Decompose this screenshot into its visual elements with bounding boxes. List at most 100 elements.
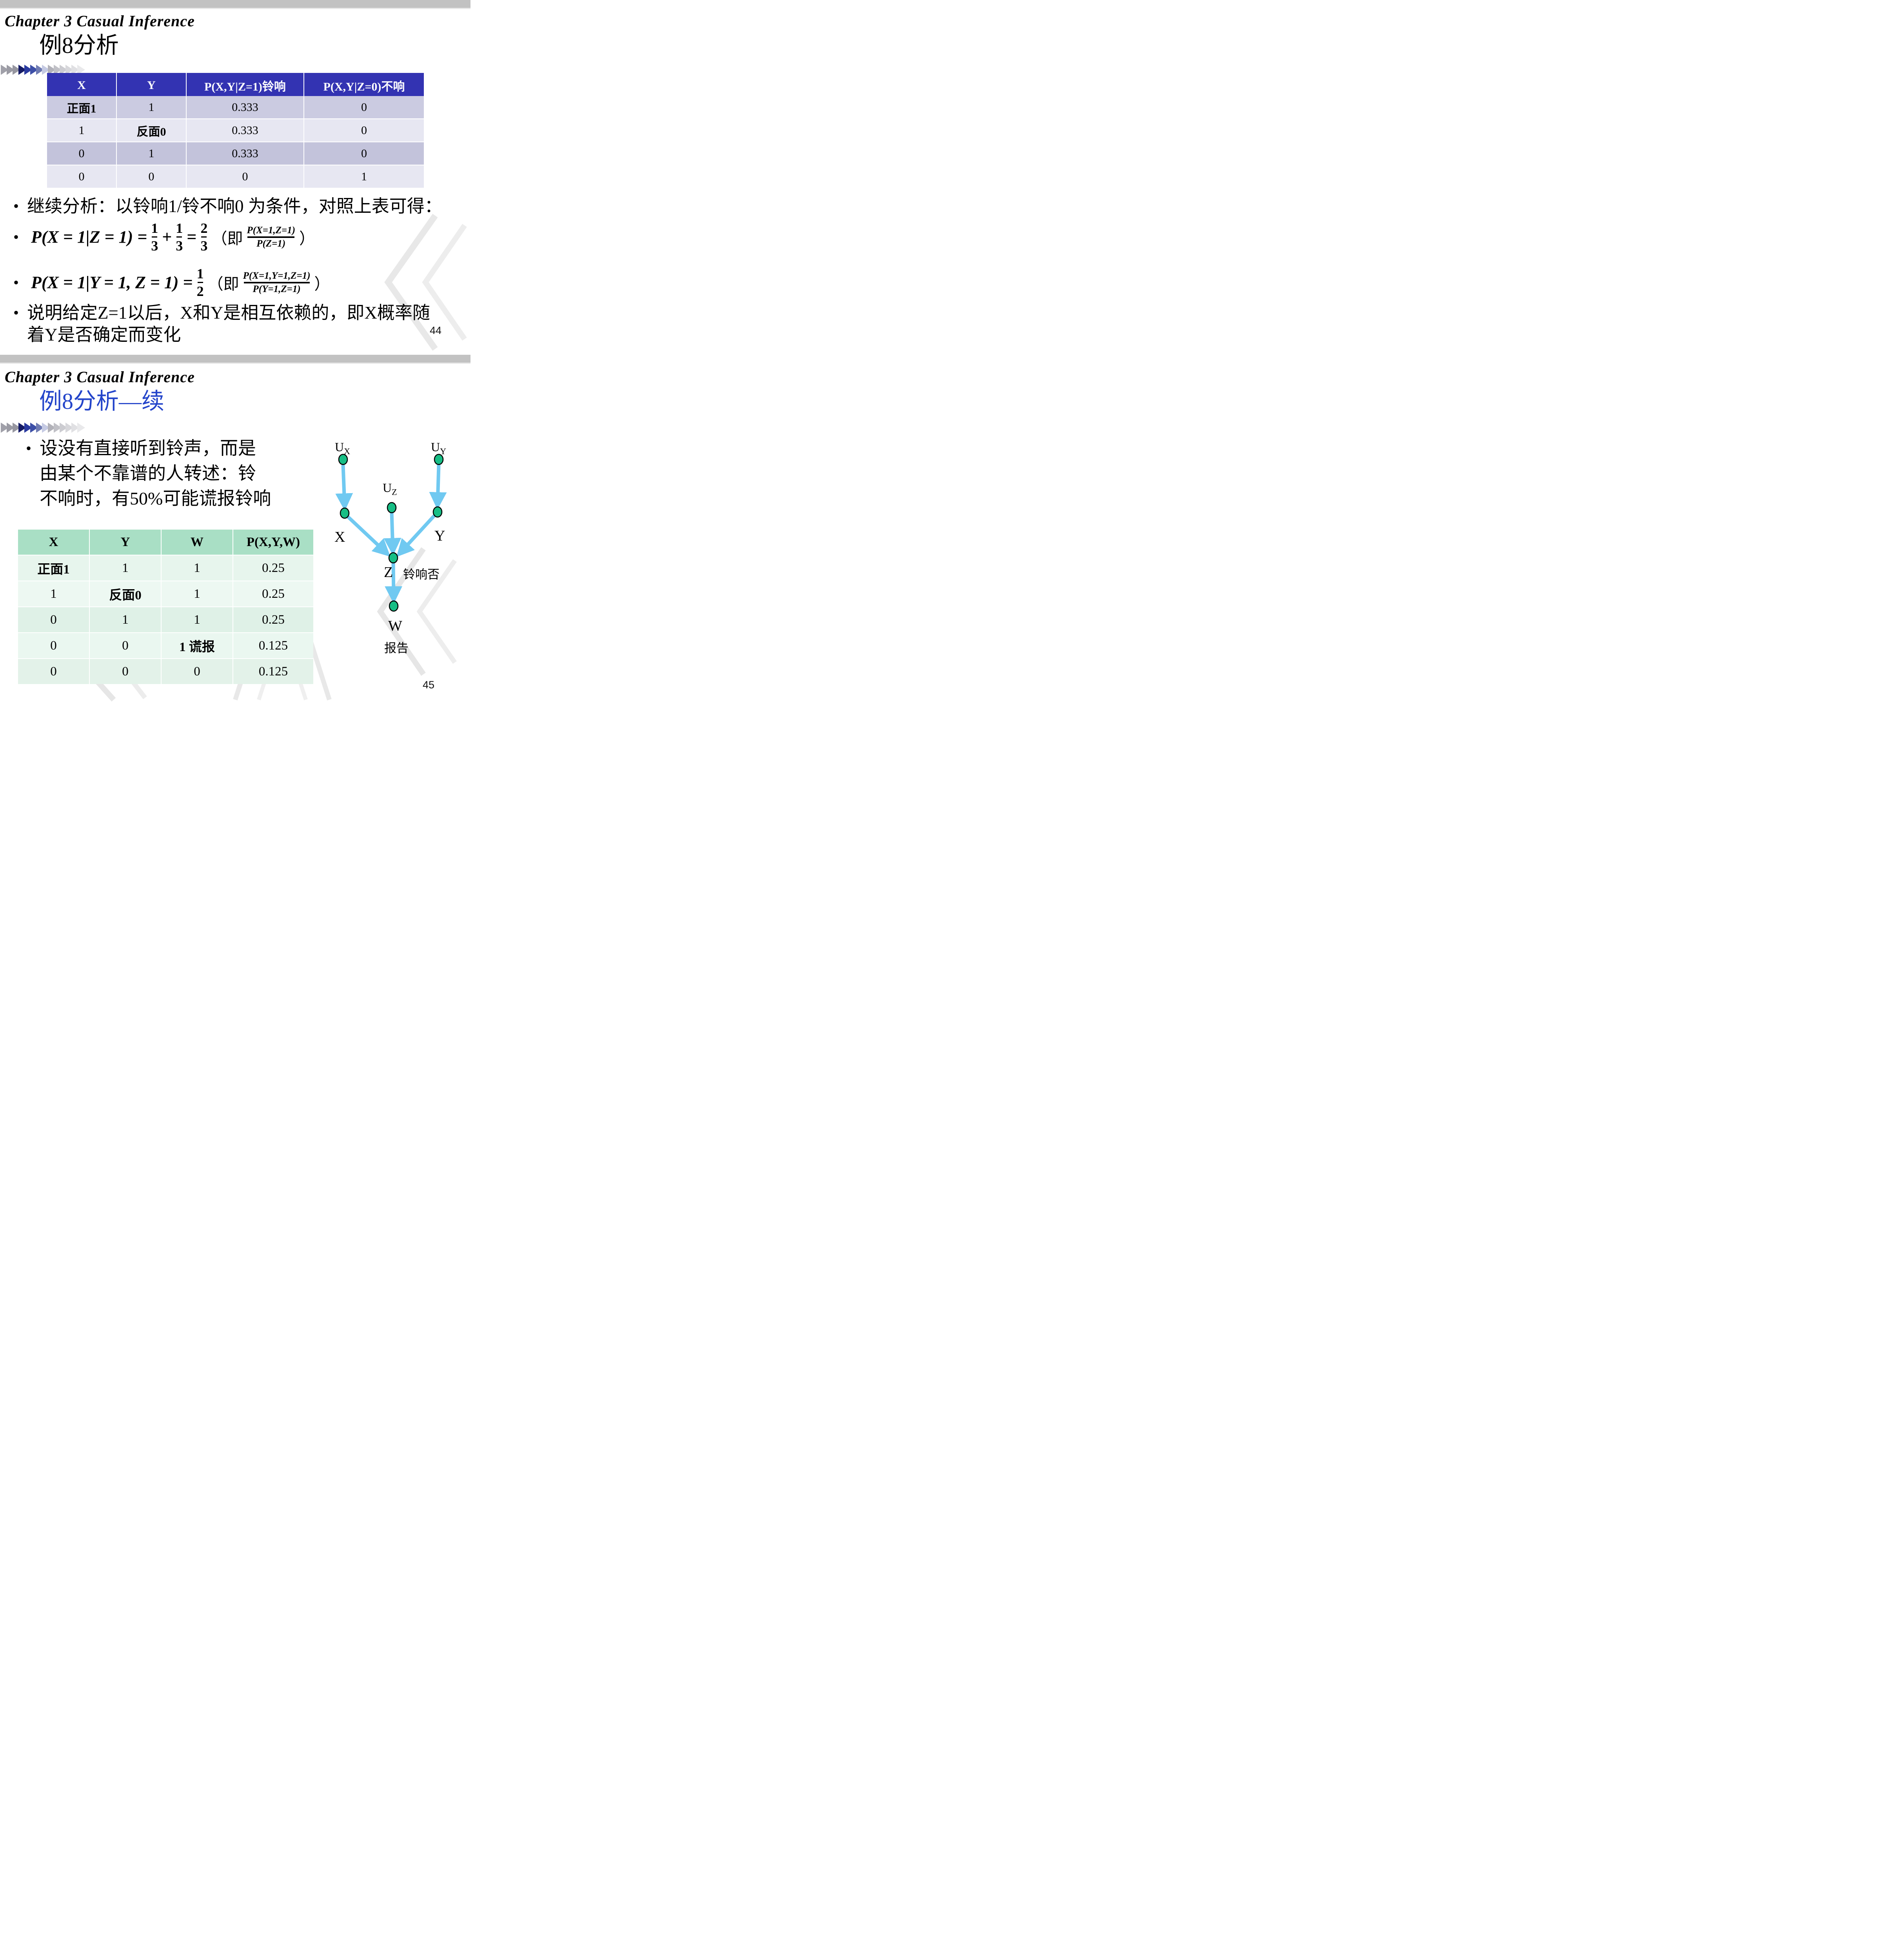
bullet-dot: • xyxy=(26,439,32,457)
table-cell: 0.25 xyxy=(233,555,313,581)
bullet-dot: • xyxy=(13,197,19,215)
table-cell: 1 xyxy=(304,165,424,188)
bullet-item: • 设没有直接听到铃声，而是 由某个不靠谱的人转述：铃 不响时，有50%可能谎报… xyxy=(26,436,300,511)
bullet-dot: • xyxy=(13,273,19,291)
diagram-arrows xyxy=(335,465,447,604)
fraction: 1 2 xyxy=(196,266,204,299)
table-header-cell: X xyxy=(18,530,89,555)
bullet-text: 继续分析：以铃响1/铃不响0 为条件，对照上表可得： xyxy=(27,196,442,216)
table-cell: 0.25 xyxy=(233,581,313,606)
table-cell: 0.25 xyxy=(233,607,313,632)
table-cell: 反面0 xyxy=(117,119,186,142)
table-header-cell: P(X,Y|Z=0)不响 xyxy=(304,73,424,98)
table-cell: 正面1 xyxy=(18,555,89,581)
table-cell: 1 xyxy=(117,96,186,118)
table-cell: 0 xyxy=(18,659,89,684)
bullet-text: 设没有直接听到铃声，而是 由某个不靠谱的人转述：铃 不响时，有50%可能谎报铃响 xyxy=(40,438,271,508)
note-close: ） xyxy=(299,229,315,247)
table-cell: 0 xyxy=(304,96,424,118)
formula-lhs: P(X = 1|Z = 1) = xyxy=(31,227,147,247)
table-cell: 0 xyxy=(47,142,116,165)
node-ux xyxy=(338,454,348,465)
table-header-cell: W xyxy=(162,530,233,555)
note-open: （即 xyxy=(207,275,239,293)
table-cell: 0 xyxy=(90,633,161,658)
bullet-item: • 说明给定Z=1以后，X和Y是相互依赖的，即X概率随 着Y是否确定而变化 xyxy=(13,302,464,346)
table-cell: 0.125 xyxy=(233,659,313,684)
page-number: 45 xyxy=(423,679,435,691)
table-header-cell: P(X,Y,W) xyxy=(233,530,313,555)
label-w: W xyxy=(388,618,402,634)
fraction: 1 3 xyxy=(151,220,158,254)
diagram-nodes xyxy=(338,454,444,612)
top-divider-bar xyxy=(0,0,470,9)
fraction: 2 3 xyxy=(200,220,208,254)
table-header-cell: X xyxy=(47,73,116,98)
table-cell: 0.333 xyxy=(187,142,303,165)
label-z: Z xyxy=(384,564,393,581)
table-cell: 0 xyxy=(304,119,424,142)
table-cell: 0 xyxy=(162,659,233,684)
table-cell: 0 xyxy=(47,165,116,188)
node-w xyxy=(389,600,399,612)
bullet-text: 说明给定Z=1以后，X和Y是相互依赖的，即X概率随 着Y是否确定而变化 xyxy=(27,303,430,345)
node-z xyxy=(388,552,398,564)
page-number: 44 xyxy=(430,325,442,336)
table-cell: 0 xyxy=(117,165,186,188)
table-cell: 1 xyxy=(90,555,161,581)
label-x: X xyxy=(334,529,345,545)
label-ux: UX xyxy=(335,440,350,456)
table-cell: 0 xyxy=(18,607,89,632)
label-uy: UY xyxy=(431,440,446,456)
chevron-strip-icon xyxy=(1,65,85,75)
formula-lhs: P(X = 1|Y = 1, Z = 1) = xyxy=(31,273,193,292)
table-cell: 0 xyxy=(90,659,161,684)
probability-table-w: X Y W P(X,Y,W) 正面1 1 1 0.25 1 反面0 1 0.25… xyxy=(18,530,313,684)
table-header-cell: Y xyxy=(90,530,161,555)
operator: = xyxy=(187,227,197,247)
slide2-header: Chapter 3 Casual Inference xyxy=(5,368,195,386)
table-header-cell: Y xyxy=(117,73,186,98)
node-uz xyxy=(387,502,397,514)
slide-divider-bar xyxy=(0,355,470,364)
label-z-caption: 铃响否 xyxy=(403,568,440,581)
table-cell: 1 xyxy=(90,607,161,632)
fraction: P(X=1,Y=1,Z=1) P(Y=1,Z=1) xyxy=(243,270,311,294)
table-cell: 1 xyxy=(47,119,116,142)
node-uy xyxy=(434,454,444,465)
probability-table-z: X Y P(X,Y|Z=1)铃响 P(X,Y|Z=0)不响 正面1 1 0.33… xyxy=(47,73,424,188)
table-header-cell: P(X,Y|Z=1)铃响 xyxy=(187,73,303,98)
note-close: ） xyxy=(314,275,330,293)
node-x xyxy=(340,507,350,519)
operator: + xyxy=(162,227,172,247)
table-cell: 1 xyxy=(162,607,233,632)
label-y: Y xyxy=(434,528,445,544)
formula-line: • P(X = 1|Y = 1, Z = 1) = 1 2 （即 P(X=1,Y… xyxy=(13,266,330,299)
bullet-dot: • xyxy=(13,228,19,246)
causal-diagram xyxy=(335,454,447,612)
table-cell: 0.333 xyxy=(187,96,303,118)
slide-deck-page: Chapter 3 Casual Inference 例8分析 X Y P(X,… xyxy=(0,0,470,706)
node-y xyxy=(432,506,443,518)
table-cell: 正面1 xyxy=(47,96,116,118)
slide1-header: Chapter 3 Casual Inference xyxy=(5,12,195,30)
table-cell: 0 xyxy=(304,142,424,165)
table-cell: 1 xyxy=(117,142,186,165)
watermark-chevron xyxy=(384,214,467,351)
table-cell: 1 谎报 xyxy=(162,633,233,658)
slide2-title: 例8分析—续 xyxy=(39,388,165,414)
bullet-item: • 继续分析：以铃响1/铃不响0 为条件，对照上表可得： xyxy=(13,195,464,217)
table-cell: 反面0 xyxy=(90,581,161,606)
table-cell: 0.333 xyxy=(187,119,303,142)
formula-line: • P(X = 1|Z = 1) = 1 3 + 1 3 = 2 3 （即 P(… xyxy=(13,220,315,254)
table-cell: 0 xyxy=(18,633,89,658)
fraction: P(X=1,Z=1) P(Z=1) xyxy=(247,225,296,249)
table-cell: 1 xyxy=(162,555,233,581)
bullet-dot: • xyxy=(13,304,19,321)
fraction: 1 3 xyxy=(176,220,183,254)
table-cell: 1 xyxy=(162,581,233,606)
chevron-strip-icon xyxy=(1,423,85,433)
note-open: （即 xyxy=(211,229,243,247)
slide1-title: 例8分析 xyxy=(39,33,119,58)
table-cell: 1 xyxy=(18,581,89,606)
